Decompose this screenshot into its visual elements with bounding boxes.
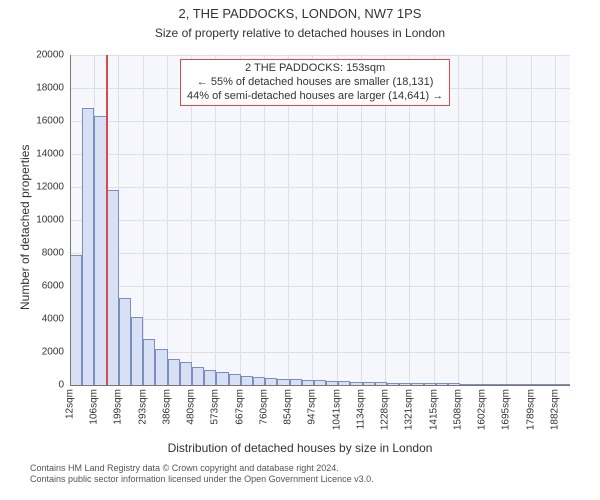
xtick-label: 1508sqm <box>452 385 463 430</box>
histogram-bar <box>82 108 94 385</box>
histogram-bar <box>143 339 155 385</box>
xtick-label: 1415sqm <box>428 385 439 430</box>
plot-area: 0200040006000800010000120001400016000180… <box>70 55 570 385</box>
xtick-label: 106sqm <box>89 385 100 425</box>
gridline-v <box>167 55 168 385</box>
gridline-h <box>70 319 570 320</box>
ytick-label: 12000 <box>36 182 70 193</box>
xtick-label: 386sqm <box>161 385 172 425</box>
ytick-label: 4000 <box>42 314 70 325</box>
xtick-label: 1041sqm <box>331 385 342 430</box>
xtick-label: 947sqm <box>307 385 318 425</box>
histogram-bar <box>70 255 82 385</box>
xtick-label: 1602sqm <box>477 385 488 430</box>
histogram-bar <box>168 359 180 385</box>
histogram-bar <box>131 317 143 385</box>
histogram-bar <box>204 370 216 385</box>
gridline-v <box>531 55 532 385</box>
gridline-h <box>70 121 570 122</box>
attribution-line2: Contains public sector information licen… <box>30 474 374 485</box>
xtick-label: 854sqm <box>283 385 294 425</box>
xtick-label: 760sqm <box>258 385 269 425</box>
ytick-label: 16000 <box>36 116 70 127</box>
x-axis-label: Distribution of detached houses by size … <box>0 441 600 455</box>
xtick-label: 1882sqm <box>549 385 560 430</box>
y-axis-label: Number of detached properties <box>18 145 32 310</box>
gridline-h <box>70 187 570 188</box>
gridline-h <box>70 55 570 56</box>
xtick-label: 1695sqm <box>501 385 512 430</box>
xtick-label: 1228sqm <box>380 385 391 430</box>
xtick-label: 573sqm <box>210 385 221 425</box>
marker-line <box>106 55 108 385</box>
ytick-label: 6000 <box>42 281 70 292</box>
histogram-bar <box>229 374 241 385</box>
ytick-label: 14000 <box>36 149 70 160</box>
gridline-h <box>70 220 570 221</box>
gridline-v <box>555 55 556 385</box>
histogram-bar <box>241 376 253 385</box>
ytick-label: 8000 <box>42 248 70 259</box>
ytick-label: 10000 <box>36 215 70 226</box>
chart-title: 2, THE PADDOCKS, LONDON, NW7 1PS <box>0 6 600 21</box>
xtick-label: 293sqm <box>137 385 148 425</box>
xtick-label: 667sqm <box>234 385 245 425</box>
gridline-h <box>70 286 570 287</box>
histogram-bar <box>253 377 265 385</box>
histogram-bar <box>216 372 228 385</box>
histogram-bar <box>155 349 167 385</box>
xtick-label: 199sqm <box>113 385 124 425</box>
annotation-line3: 44% of semi-detached houses are larger (… <box>187 90 443 104</box>
marker-annotation: 2 THE PADDOCKS: 153sqm ← 55% of detached… <box>180 59 450 106</box>
gridline-h <box>70 154 570 155</box>
y-axis-line <box>70 55 71 385</box>
gridline-h <box>70 253 570 254</box>
histogram-bar <box>119 298 131 385</box>
attribution-text: Contains HM Land Registry data © Crown c… <box>30 463 374 485</box>
x-axis-line <box>70 385 570 386</box>
chart-subtitle: Size of property relative to detached ho… <box>0 26 600 40</box>
attribution-line1: Contains HM Land Registry data © Crown c… <box>30 463 374 474</box>
gridline-v <box>458 55 459 385</box>
xtick-label: 480sqm <box>186 385 197 425</box>
xtick-label: 1789sqm <box>525 385 536 430</box>
gridline-v <box>506 55 507 385</box>
histogram-bar <box>192 367 204 385</box>
ytick-label: 2000 <box>42 347 70 358</box>
ytick-label: 20000 <box>36 50 70 61</box>
xtick-label: 1321sqm <box>404 385 415 430</box>
annotation-line2: ← 55% of detached houses are smaller (18… <box>187 76 443 90</box>
ytick-label: 18000 <box>36 83 70 94</box>
annotation-line1: 2 THE PADDOCKS: 153sqm <box>187 62 443 76</box>
histogram-bar <box>265 378 277 385</box>
histogram-bar <box>107 190 119 385</box>
xtick-label: 1134sqm <box>355 385 366 429</box>
gridline-v <box>482 55 483 385</box>
xtick-label: 12sqm <box>65 385 76 419</box>
histogram-bar <box>180 362 192 385</box>
